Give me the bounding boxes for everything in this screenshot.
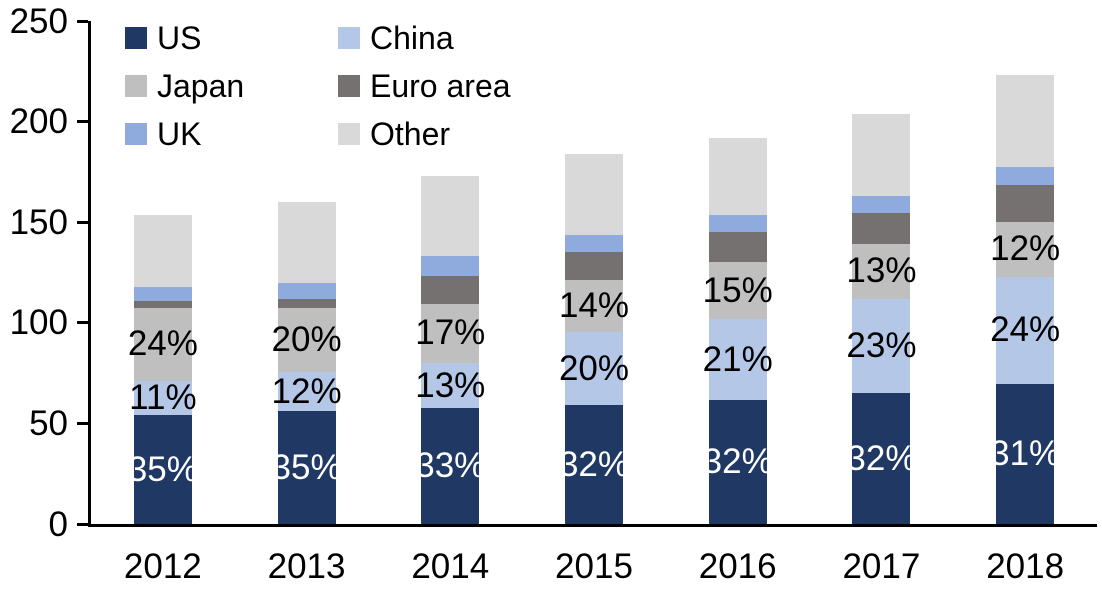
legend-label: US [157,20,202,56]
legend-label: Japan [157,68,245,104]
bar-segment-other-2012 [133,215,192,287]
bar-segment-us-2012 [133,415,192,524]
legend-swatch-icon [338,27,360,49]
legend-swatch-icon [125,75,147,97]
x-axis-tick-label: 2012 [123,547,202,586]
bar-segment-us-2015 [565,405,623,524]
bar-segment-uk-2017 [852,196,911,214]
bar-segment-china-2015 [565,331,623,406]
x-axis-tick-label: 2018 [986,547,1065,586]
y-axis-tick-label: 50 [29,403,68,443]
bar-segment-other-2015 [565,153,623,236]
bar-segment-other-2013 [277,202,336,283]
x-axis-tick-label: 2014 [411,547,490,586]
legend-item-china: China [338,18,511,58]
bar-segment-us-2014 [421,408,480,524]
bar-segment-euro-area-2016 [708,232,767,263]
bar-segment-us-2013 [277,411,336,524]
legend-swatch-icon [125,123,147,145]
legend-item-us: US [125,18,338,58]
legend-label: Other [370,116,451,152]
y-axis-tick-mark [77,120,88,124]
bar-segment-china-2014 [421,363,480,409]
bar-segment-euro-area-2012 [133,300,192,308]
bar-segment-japan-2014 [421,303,480,364]
bar-segment-china-2013 [277,372,336,412]
bar-segment-uk-2012 [133,286,192,301]
bar-segment-japan-2012 [133,307,192,382]
y-axis-tick-mark [77,522,88,526]
x-axis-tick-label: 2015 [555,547,633,586]
bar-segment-other-2018 [996,75,1055,167]
bar-segment-japan-2013 [277,307,336,373]
bar-segment-uk-2014 [421,256,480,276]
y-axis-tick-label: 150 [9,202,68,242]
bar-segment-us-2016 [708,400,767,524]
bar-segment-euro-area-2014 [421,275,480,304]
y-axis-tick-mark [77,19,88,23]
x-axis-tick-label: 2013 [267,547,346,586]
bar-segment-japan-2016 [708,262,767,319]
legend-item-other: Other [338,114,511,154]
bar-segment-japan-2017 [852,244,911,299]
y-axis-tick-label: 250 [9,1,68,41]
bar-segment-euro-area-2013 [277,298,336,308]
y-axis-tick-label: 100 [9,303,68,343]
bar-segment-uk-2015 [565,235,623,253]
bar-segment-euro-area-2018 [996,184,1055,223]
legend-item-uk: UK [125,114,338,154]
y-axis-tick-mark [77,421,88,425]
legend-swatch-icon [125,27,147,49]
y-axis-tick-mark [77,321,88,325]
bar-segment-other-2014 [421,175,480,257]
bar-segment-uk-2016 [708,215,767,233]
bar-segment-us-2018 [996,384,1055,524]
bar-segment-china-2016 [708,318,767,401]
bar-segment-us-2017 [852,393,911,524]
bar-segment-china-2017 [852,298,911,394]
legend: US China Japan Euro area UK Other [125,18,511,154]
bar-segment-euro-area-2017 [852,213,911,245]
x-axis-tick-label: 2016 [698,547,777,586]
bar-segment-other-2017 [852,113,911,197]
legend-item-japan: Japan [125,66,338,106]
bar-segment-china-2018 [996,276,1055,385]
bar-segment-uk-2013 [277,282,336,299]
bar-segment-china-2012 [133,381,192,416]
y-axis-tick-mark [77,220,88,224]
bar-segment-other-2016 [708,137,767,216]
bar-segment-euro-area-2015 [565,252,623,280]
legend-label: Euro area [370,68,511,104]
bar-segment-japan-2015 [565,279,623,332]
bar-segment-uk-2018 [996,166,1055,185]
legend-swatch-icon [338,123,360,145]
legend-label: China [370,20,454,56]
legend-item-euro-area: Euro area [338,66,511,106]
bar-segment-japan-2018 [996,222,1055,277]
x-axis-tick-label: 2017 [842,547,921,586]
y-axis-tick-label: 200 [9,102,68,142]
plot-area [88,21,1097,527]
y-axis-tick-label: 0 [48,504,68,544]
legend-label: UK [157,116,202,152]
legend-swatch-icon [338,75,360,97]
